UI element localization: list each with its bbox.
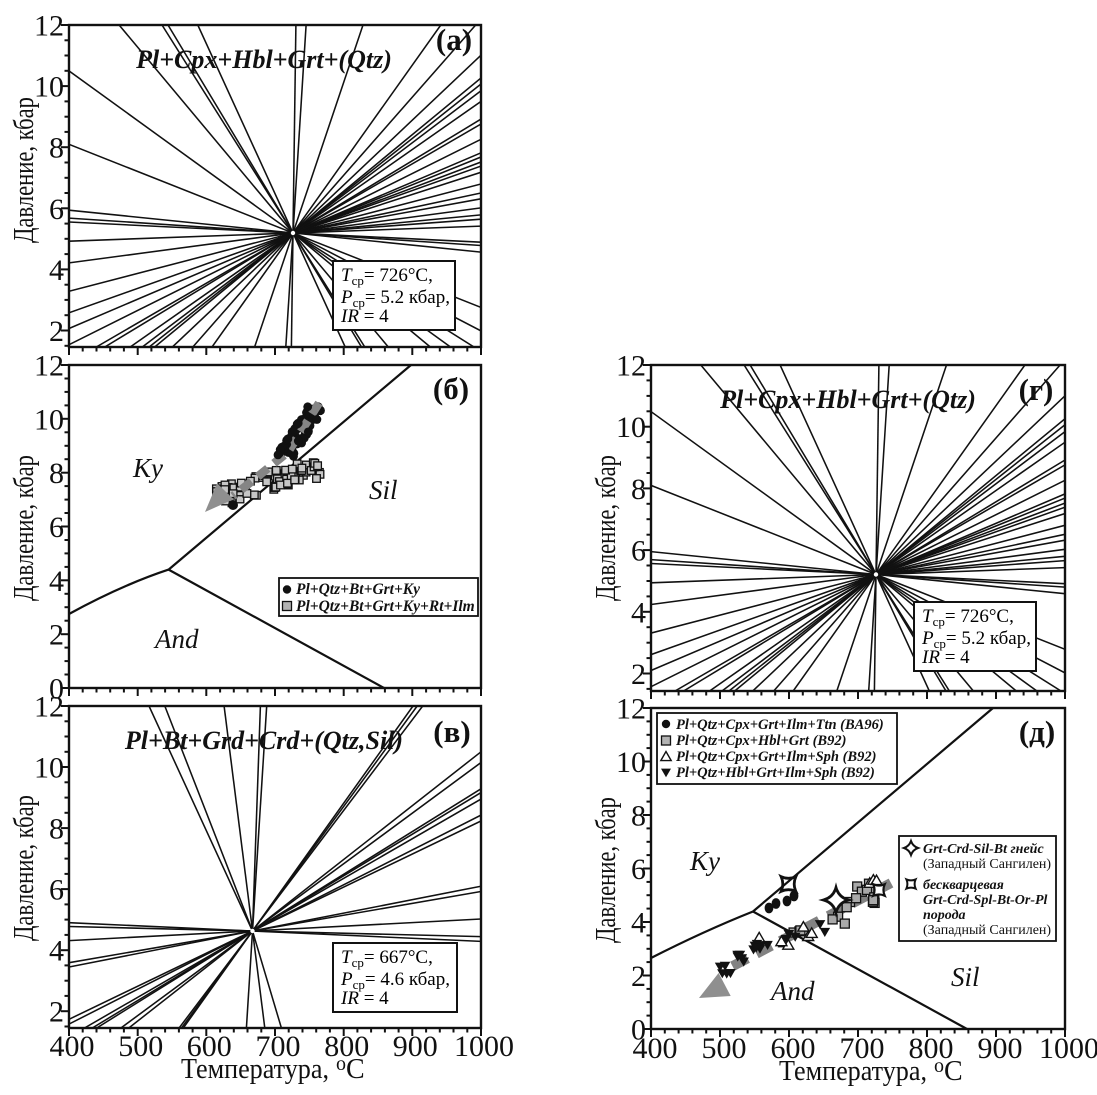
- svg-text:12: 12: [34, 691, 64, 724]
- svg-text:10: 10: [616, 746, 646, 779]
- svg-text:8: 8: [49, 132, 64, 165]
- svg-text:IR = 4: IR = 4: [340, 306, 389, 327]
- svg-text:1000: 1000: [1039, 1032, 1097, 1065]
- svg-text:Pl+Cpx+Hbl+Grt+(Qtz): Pl+Cpx+Hbl+Grt+(Qtz): [719, 385, 976, 414]
- svg-text:Ky: Ky: [132, 453, 163, 483]
- svg-text:Ky: Ky: [689, 846, 720, 876]
- svg-text:6: 6: [49, 874, 64, 907]
- svg-text:Давление, кбар: Давление, кбар: [9, 795, 40, 941]
- svg-text:Grt-Crd-Sil-Bt гнейс: Grt-Crd-Sil-Bt гнейс: [923, 842, 1044, 857]
- svg-text:8: 8: [49, 813, 64, 846]
- svg-text:8: 8: [631, 800, 646, 833]
- svg-text:Pl+Bt+Grd+Crd+(Qtz,Sil): Pl+Bt+Grd+Crd+(Qtz,Sil): [124, 726, 403, 755]
- svg-text:And: And: [769, 976, 815, 1006]
- svg-text:(а): (а): [436, 22, 472, 57]
- svg-text:10: 10: [34, 71, 64, 104]
- svg-text:900: 900: [393, 1030, 438, 1063]
- svg-text:8: 8: [49, 457, 64, 490]
- svg-text:Pl+Cpx+Hbl+Grt+(Qtz): Pl+Cpx+Hbl+Grt+(Qtz): [135, 45, 392, 74]
- svg-text:Давление, кбар: Давление, кбар: [9, 97, 40, 243]
- svg-text:600: 600: [771, 1032, 816, 1065]
- svg-text:Sil: Sil: [951, 962, 980, 992]
- svg-text:Давление, кбар: Давление, кбар: [591, 455, 622, 601]
- svg-text:Sil: Sil: [369, 475, 398, 505]
- svg-text:6: 6: [631, 535, 646, 568]
- svg-text:500: 500: [118, 1030, 163, 1063]
- svg-text:IR = 4: IR = 4: [340, 988, 389, 1009]
- svg-text:6: 6: [49, 511, 64, 544]
- svg-text:600: 600: [187, 1030, 232, 1063]
- svg-text:Tср= 667°C,: Tср= 667°C,: [341, 947, 433, 970]
- svg-text:400: 400: [633, 1032, 678, 1065]
- svg-text:4: 4: [49, 935, 64, 968]
- svg-text:10: 10: [34, 752, 64, 785]
- svg-text:8: 8: [631, 473, 646, 506]
- svg-text:Pl+Qtz+Cpx+Hbl+Grt (B92): Pl+Qtz+Cpx+Hbl+Grt (B92): [676, 733, 846, 749]
- svg-text:12: 12: [616, 693, 646, 726]
- svg-text:400: 400: [50, 1030, 95, 1063]
- svg-text:Pср= 4.6 кбар,: Pср= 4.6 кбар,: [340, 969, 450, 992]
- svg-text:Pср= 5.2 кбар,: Pср= 5.2 кбар,: [921, 628, 1031, 651]
- svg-text:800: 800: [909, 1032, 954, 1065]
- svg-text:6: 6: [631, 853, 646, 886]
- svg-text:10: 10: [616, 411, 646, 444]
- svg-text:2: 2: [631, 658, 646, 691]
- svg-text:10: 10: [34, 403, 64, 436]
- svg-text:And: And: [153, 624, 199, 654]
- svg-text:2: 2: [49, 315, 64, 348]
- svg-text:Температура, оС: Температура, оС: [181, 1053, 365, 1085]
- svg-text:Pl+Qtz+Cpx+Grt+Ilm+Ttn (BA96): Pl+Qtz+Cpx+Grt+Ilm+Ttn (BA96): [676, 717, 884, 733]
- svg-text:0: 0: [49, 673, 64, 706]
- svg-text:2: 2: [49, 619, 64, 652]
- svg-text:0: 0: [631, 1014, 646, 1047]
- svg-text:700: 700: [256, 1030, 301, 1063]
- svg-text:Pl+Qtz+Bt+Grt+Ky+Rt+Ilm: Pl+Qtz+Bt+Grt+Ky+Rt+Ilm: [296, 598, 475, 615]
- svg-text:12: 12: [34, 10, 64, 43]
- svg-text:бескварцевая: бескварцевая: [923, 878, 1004, 893]
- svg-text:Tср= 726°C,: Tср= 726°C,: [341, 265, 433, 288]
- svg-text:(д): (д): [1019, 714, 1055, 749]
- svg-text:Tср= 726°C,: Tср= 726°C,: [922, 606, 1014, 629]
- svg-text:Pl+Qtz+Bt+Grt+Ky: Pl+Qtz+Bt+Grt+Ky: [296, 581, 420, 598]
- svg-text:Grt-Crd-Spl-Bt-Or-Pl: Grt-Crd-Spl-Bt-Or-Pl: [923, 893, 1048, 908]
- svg-text:Температура, оС: Температура, оС: [779, 1055, 963, 1087]
- svg-text:4: 4: [49, 565, 64, 598]
- svg-text:Pср= 5.2 кбар,: Pср= 5.2 кбар,: [340, 287, 450, 310]
- svg-text:12: 12: [34, 350, 64, 383]
- svg-text:6: 6: [49, 193, 64, 226]
- svg-text:(Западный Сангилен): (Западный Сангилен): [923, 923, 1051, 938]
- svg-text:1000: 1000: [454, 1030, 514, 1063]
- svg-text:800: 800: [324, 1030, 369, 1063]
- svg-text:4: 4: [631, 907, 646, 940]
- svg-text:Pl+Qtz+Hbl+Grt+Ilm+Sph (B92): Pl+Qtz+Hbl+Grt+Ilm+Sph (B92): [676, 765, 875, 781]
- svg-text:Pl+Qtz+Cpx+Grt+Ilm+Sph (B92): Pl+Qtz+Cpx+Grt+Ilm+Sph (B92): [676, 749, 876, 765]
- svg-text:(Западный Сангилен): (Западный Сангилен): [923, 857, 1051, 872]
- svg-text:500: 500: [702, 1032, 747, 1065]
- svg-text:IR = 4: IR = 4: [921, 647, 970, 668]
- svg-text:(в): (в): [433, 714, 470, 749]
- svg-text:(г): (г): [1019, 372, 1054, 407]
- svg-text:(б): (б): [433, 371, 469, 406]
- svg-text:2: 2: [631, 960, 646, 993]
- svg-text:2: 2: [49, 996, 64, 1029]
- svg-text:4: 4: [49, 254, 64, 287]
- svg-text:4: 4: [631, 596, 646, 629]
- svg-text:700: 700: [840, 1032, 885, 1065]
- svg-text:Давление, кбар: Давление, кбар: [9, 455, 40, 601]
- svg-text:порода: порода: [923, 908, 966, 923]
- svg-text:12: 12: [616, 350, 646, 383]
- svg-text:Давление, кбар: Давление, кбар: [591, 797, 622, 943]
- svg-text:900: 900: [978, 1032, 1023, 1065]
